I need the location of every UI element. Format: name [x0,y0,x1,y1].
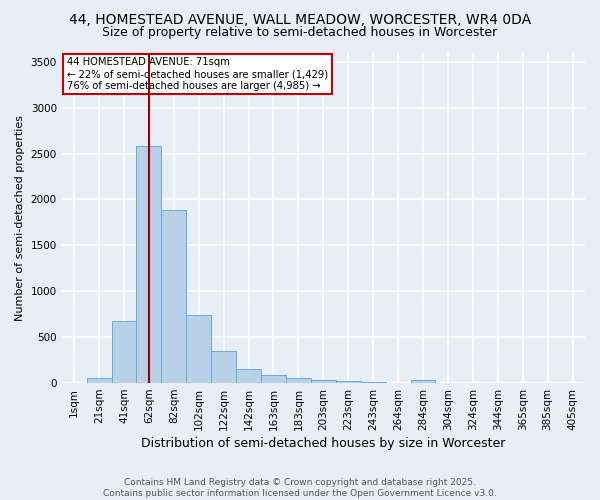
Text: Contains HM Land Registry data © Crown copyright and database right 2025.
Contai: Contains HM Land Registry data © Crown c… [103,478,497,498]
Y-axis label: Number of semi-detached properties: Number of semi-detached properties [15,115,25,321]
Bar [86,378,112,383]
Text: Size of property relative to semi-detached houses in Worcester: Size of property relative to semi-detach… [103,26,497,39]
Bar [410,380,436,383]
Bar [236,369,261,383]
Text: 44, HOMESTEAD AVENUE, WALL MEADOW, WORCESTER, WR4 0DA: 44, HOMESTEAD AVENUE, WALL MEADOW, WORCE… [69,12,531,26]
Bar [261,376,286,383]
Bar [336,381,361,383]
Bar [311,380,336,383]
X-axis label: Distribution of semi-detached houses by size in Worcester: Distribution of semi-detached houses by … [141,437,506,450]
Bar [186,314,211,383]
Bar [136,146,161,383]
Bar [286,378,311,383]
Bar [361,382,386,383]
Bar [211,352,236,383]
Bar [161,210,186,383]
Text: 44 HOMESTEAD AVENUE: 71sqm
← 22% of semi-detached houses are smaller (1,429)
76%: 44 HOMESTEAD AVENUE: 71sqm ← 22% of semi… [67,58,328,90]
Bar [112,320,136,383]
